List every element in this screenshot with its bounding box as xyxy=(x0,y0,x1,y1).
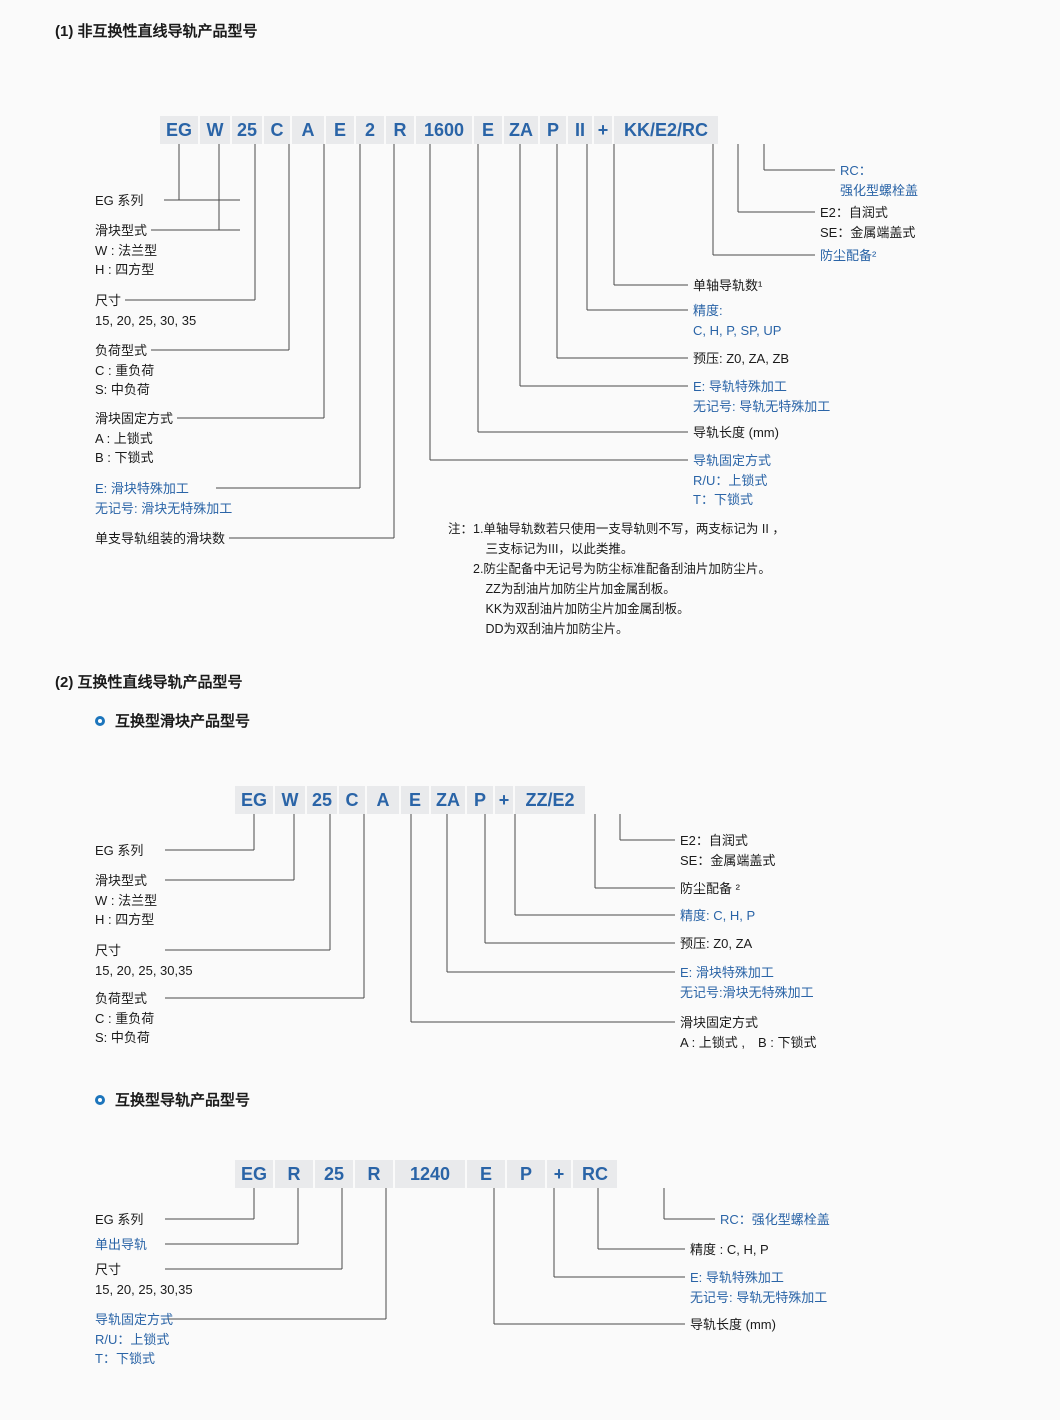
code-cell: 2 xyxy=(356,116,384,144)
spec-label: E: 导轨特殊加工无记号: 导轨无特殊加工 xyxy=(690,1268,827,1307)
spec-label: E: 滑块特殊加工无记号:滑块无特殊加工 xyxy=(680,963,814,1002)
code-cell: 25 xyxy=(315,1160,353,1188)
spec-label: RC：强化型螺栓盖 xyxy=(840,161,918,200)
spec-label: 负荷型式C : 重负荷S: 中负荷 xyxy=(95,989,154,1048)
code-cell: E xyxy=(401,786,429,814)
code-cell: A xyxy=(367,786,399,814)
code-cell: 25 xyxy=(307,786,337,814)
spec-label: 导轨固定方式R/U：上锁式T：下锁式 xyxy=(693,451,771,510)
spec-label: E2：自润式SE：金属端盖式 xyxy=(680,831,775,870)
spec-label: 防尘配备 ² xyxy=(680,879,740,899)
code-cell: EG xyxy=(160,116,198,144)
spec-label: 导轨长度 (mm) xyxy=(693,423,779,443)
code-cell: + xyxy=(594,116,612,144)
code-cell: ZA xyxy=(431,786,465,814)
spec-label: 精度:C, H, P, SP, UP xyxy=(693,301,781,340)
spec-label: 滑块固定方式A : 上锁式 , B : 下锁式 xyxy=(680,1013,817,1052)
code-cell: + xyxy=(495,786,513,814)
code-cell: II xyxy=(568,116,592,144)
bullet-icon xyxy=(95,1095,105,1105)
spec-label: 精度: C, H, P xyxy=(680,906,755,926)
code-cell: 1240 xyxy=(395,1160,465,1188)
section-title: (2) 互换性直线导轨产品型号 xyxy=(55,671,1060,692)
code-cell: P xyxy=(467,786,493,814)
code-cell: P xyxy=(507,1160,545,1188)
code-cell: + xyxy=(547,1160,571,1188)
code-cell: A xyxy=(292,116,324,144)
spec-label: 单出导轨 xyxy=(95,1235,147,1255)
sub-title: 互换型导轨产品型号 xyxy=(95,1089,1060,1110)
spec-label: 单轴导轨数¹ xyxy=(693,276,762,296)
code-cell: 25 xyxy=(232,116,262,144)
bullet-icon xyxy=(95,716,105,726)
spec-label: 负荷型式C : 重负荷S: 中负荷 xyxy=(95,341,154,400)
spec-label: 导轨固定方式R/U：上锁式T：下锁式 xyxy=(95,1310,173,1369)
code-cell: C xyxy=(264,116,290,144)
spec-label: 尺寸15, 20, 25, 30,35 xyxy=(95,1260,193,1299)
code-cell: EG xyxy=(235,786,273,814)
code-cell: W xyxy=(275,786,305,814)
code-cell: E xyxy=(326,116,354,144)
spec-label: E: 导轨特殊加工无记号: 导轨无特殊加工 xyxy=(693,377,830,416)
code-cell: ZZ/E2 xyxy=(515,786,585,814)
code-cell: R xyxy=(355,1160,393,1188)
spec-label: RC：强化型螺栓盖 xyxy=(720,1210,830,1230)
spec-label: 滑块固定方式A : 上锁式B : 下锁式 xyxy=(95,409,173,468)
sub-title: 互换型滑块产品型号 xyxy=(95,710,1060,731)
code-cell: EG xyxy=(235,1160,273,1188)
spec-label: 滑块型式W : 法兰型H : 四方型 xyxy=(95,221,157,280)
spec-label: EG 系列 xyxy=(95,1210,143,1230)
code-cell: R xyxy=(275,1160,313,1188)
spec-label: 尺寸15, 20, 25, 30,35 xyxy=(95,941,193,980)
code-cell: E xyxy=(474,116,502,144)
code-cell: R xyxy=(386,116,414,144)
spec-label: E2：自润式SE：金属端盖式 xyxy=(820,203,915,242)
code-cell: ZA xyxy=(504,116,538,144)
spec-label: 尺寸15, 20, 25, 30, 35 xyxy=(95,291,196,330)
spec-label: 预压: Z0, ZA, ZB xyxy=(693,349,789,369)
spec-label: 精度 : C, H, P xyxy=(690,1240,769,1260)
spec-label: 防尘配备² xyxy=(820,246,876,266)
spec-label: 单支导轨组装的滑块数 xyxy=(95,529,225,549)
code-cell: E xyxy=(467,1160,505,1188)
spec-label: EG 系列 xyxy=(95,191,143,211)
code-cell: P xyxy=(540,116,566,144)
spec-label: EG 系列 xyxy=(95,841,143,861)
footnote: 注：1.单轴导轨数若只使用一支导轨则不写，两支标记为 II ， 三支标记为III… xyxy=(448,519,785,639)
spec-label: 导轨长度 (mm) xyxy=(690,1315,776,1335)
code-cell: RC xyxy=(573,1160,617,1188)
spec-label: 滑块型式W : 法兰型H : 四方型 xyxy=(95,871,157,930)
spec-label: 预压: Z0, ZA xyxy=(680,934,752,954)
section-title: (1) 非互换性直线导轨产品型号 xyxy=(55,20,1060,41)
code-cell: W xyxy=(200,116,230,144)
spec-label: E: 滑块特殊加工无记号: 滑块无特殊加工 xyxy=(95,479,232,518)
code-cell: 1600 xyxy=(416,116,472,144)
code-cell: C xyxy=(339,786,365,814)
code-cell: KK/E2/RC xyxy=(614,116,718,144)
